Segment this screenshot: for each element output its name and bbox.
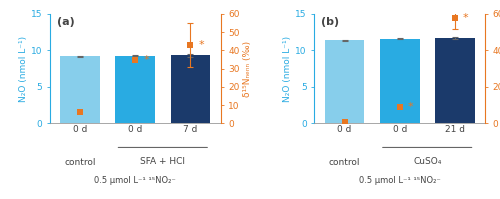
Y-axis label: N₂O (nmol L⁻¹): N₂O (nmol L⁻¹) [19,36,28,102]
Text: control: control [64,158,96,167]
Text: *: * [408,102,414,112]
Y-axis label: N₂O (nmol L⁻¹): N₂O (nmol L⁻¹) [284,36,292,102]
Point [396,105,404,109]
Text: (a): (a) [57,17,74,27]
Bar [116,56,155,123]
Bar [435,38,474,123]
Text: control: control [329,158,360,167]
Point [450,17,458,20]
Point [186,43,194,47]
Point [76,111,84,114]
Bar [325,40,364,123]
Text: *: * [198,40,204,50]
Text: (b): (b) [321,17,340,27]
Point [132,58,140,61]
Text: 0.5 μmol L⁻¹ ¹⁵NO₂⁻: 0.5 μmol L⁻¹ ¹⁵NO₂⁻ [359,176,440,185]
Text: 0.5 μmol L⁻¹ ¹⁵NO₂⁻: 0.5 μmol L⁻¹ ¹⁵NO₂⁻ [94,176,176,185]
Text: *: * [463,14,468,23]
Point [340,121,348,124]
Bar [60,56,100,123]
Text: SFA + HCl: SFA + HCl [140,157,186,166]
Bar [170,55,210,123]
Bar [380,39,420,123]
Y-axis label: δ¹⁵Nₙₑₙₙ (‰): δ¹⁵Nₙₑₙₙ (‰) [242,41,252,97]
Text: CuSO₄: CuSO₄ [413,157,442,166]
Text: *: * [144,55,149,64]
